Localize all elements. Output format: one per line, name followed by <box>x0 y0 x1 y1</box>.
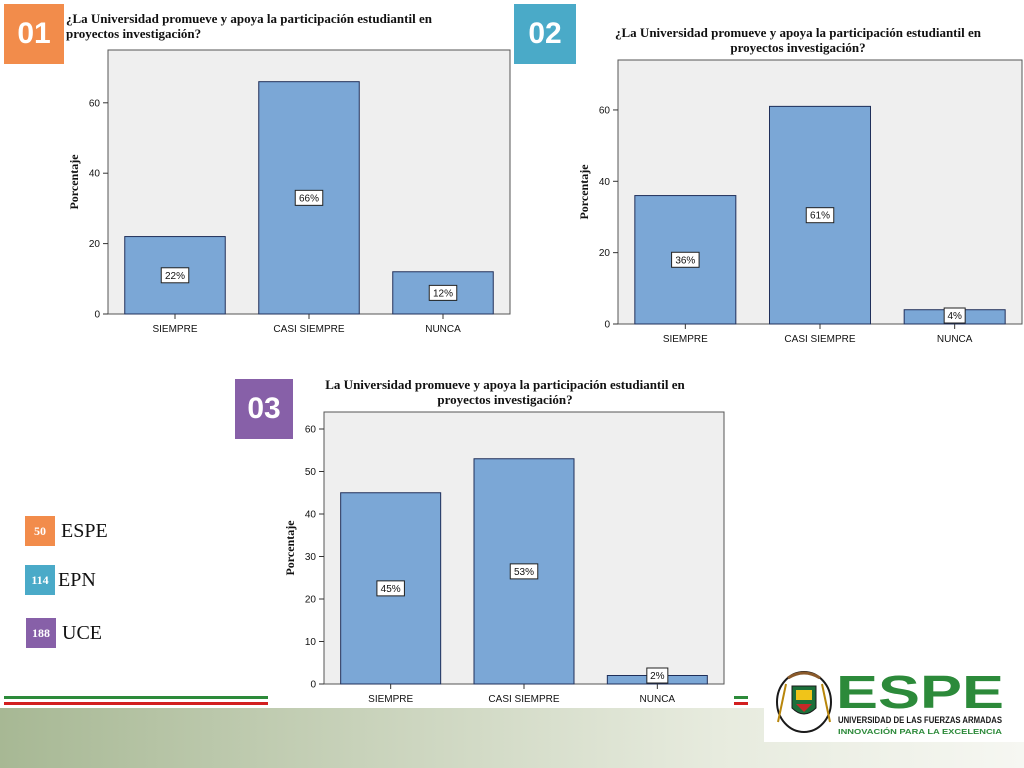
y-tick-label: 40 <box>599 177 611 188</box>
legend-label-epn: EPN <box>58 568 96 591</box>
y-tick-label: 40 <box>89 169 101 180</box>
logo-subtitle: UNIVERSIDAD DE LAS FUERZAS ARMADAS <box>838 715 1002 725</box>
legend-item-espe: 50 ESPE <box>25 516 108 546</box>
x-tick-label: CASI SIEMPRE <box>488 694 559 705</box>
chart-1-title: ¿La Universidad promueve y apoya la part… <box>66 11 526 41</box>
data-label-box <box>376 580 405 597</box>
chart-2: 0 20 40 60 Porcentaje 36% SIEMPRE 61% CASI SIEMP… <box>577 59 1023 345</box>
chart-3-title-line2: proyectos investigación? <box>437 392 573 407</box>
y-tick-label: 0 <box>94 310 100 321</box>
y-tick-label: 50 <box>305 467 317 478</box>
y-tick-label: 60 <box>89 98 101 109</box>
data-label: 53% <box>514 567 534 578</box>
y-tick-label: 20 <box>599 248 611 259</box>
x-tick-label: NUNCA <box>425 324 461 335</box>
y-tick-label: 20 <box>89 239 101 250</box>
chart-2-title-line1: ¿La Universidad promueve y apoya la part… <box>615 25 981 40</box>
x-tick-label: CASI SIEMPRE <box>273 324 344 335</box>
chart-1-title-line2: proyectos investigación? <box>66 26 202 41</box>
y-tick-label: 0 <box>604 320 610 331</box>
legend-item-epn: 114 EPN <box>25 565 96 595</box>
espe-logo-graphic: ESPE UNIVERSIDAD DE LAS FUERZAS ARMADAS … <box>776 666 1004 736</box>
footer-stripe-red-right <box>734 702 748 705</box>
y-tick-label: 60 <box>599 105 611 116</box>
data-label: 61% <box>810 211 830 222</box>
data-label: 2% <box>650 671 665 682</box>
chart-1-title-line1: ¿La Universidad promueve y apoya la part… <box>66 11 432 26</box>
x-tick-label: SIEMPRE <box>368 694 413 705</box>
y-axis-label: Porcentaje <box>283 520 297 576</box>
x-tick-label: SIEMPRE <box>663 334 708 345</box>
data-label-box <box>160 267 190 284</box>
chart-3: 0 10 20 30 40 50 60 Porcentaje 45% SIEMPRE 53% CASI… <box>283 411 725 705</box>
y-tick-label: 40 <box>305 510 317 521</box>
chart-3-title: La Universidad promueve y apoya la parti… <box>292 377 718 407</box>
y-tick-label: 0 <box>310 680 316 691</box>
data-label-box <box>671 251 700 268</box>
data-label: 36% <box>675 255 695 266</box>
chart-2-title: ¿La Universidad promueve y apoya la part… <box>578 25 1018 55</box>
shield-emblem-icon <box>776 671 832 733</box>
footer-stripe-green <box>4 696 268 699</box>
chart-3-number-badge: 03 <box>235 379 293 439</box>
y-tick-label: 60 <box>305 425 317 436</box>
x-tick-label: NUNCA <box>640 694 676 705</box>
x-tick-label: CASI SIEMPRE <box>784 334 855 345</box>
y-tick-label: 20 <box>305 595 317 606</box>
data-label-box <box>646 667 669 684</box>
data-label: 66% <box>299 193 319 204</box>
legend-label-espe: ESPE <box>61 519 108 542</box>
footer-stripe-red <box>4 702 268 705</box>
bar-casi-siempre <box>473 458 575 685</box>
chart-1-number-badge: 01 <box>4 4 64 64</box>
logo-wordmark: ESPE <box>836 666 1004 718</box>
x-tick-label: SIEMPRE <box>152 324 197 335</box>
x-tick-label: NUNCA <box>937 334 973 345</box>
y-tick-label: 10 <box>305 637 317 648</box>
footer-stripe-green-right <box>734 696 748 699</box>
y-tick-label: 30 <box>305 552 317 563</box>
legend-count-epn: 114 <box>25 565 55 595</box>
logo-tagline: INNOVACIÓN PARA LA EXCELENCIA <box>838 727 1002 736</box>
data-label: 12% <box>433 288 453 299</box>
espe-logo: ESPE UNIVERSIDAD DE LAS FUERZAS ARMADAS … <box>764 664 1024 742</box>
footer-stripe-white <box>4 699 268 702</box>
legend-label-uce: UCE <box>62 621 102 644</box>
chart-3-title-line1: La Universidad promueve y apoya la parti… <box>325 377 685 392</box>
data-label-box <box>294 189 324 206</box>
y-axis-label: Porcentaje <box>577 164 591 220</box>
data-label-box <box>805 207 835 224</box>
data-label-box <box>509 563 539 580</box>
legend-count-uce: 188 <box>26 618 56 648</box>
chart-2-title-line2: proyectos investigación? <box>730 40 866 55</box>
data-label-box <box>943 307 966 324</box>
data-label: 22% <box>165 271 185 282</box>
data-label-box <box>428 284 458 301</box>
data-label: 45% <box>381 584 401 595</box>
legend-count-espe: 50 <box>25 516 55 546</box>
data-label: 4% <box>947 311 962 322</box>
chart-2-number-badge: 02 <box>514 4 576 64</box>
chart-1: 0 20 40 60 Porcentaje 22% SIEMPRE 66% CASI SIEMP… <box>67 49 511 335</box>
y-axis-label: Porcentaje <box>67 154 81 210</box>
legend-item-uce: 188 UCE <box>26 618 102 648</box>
